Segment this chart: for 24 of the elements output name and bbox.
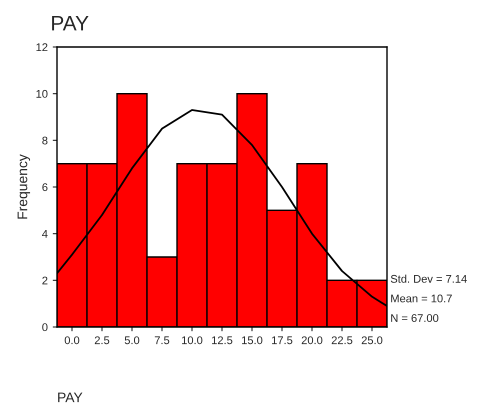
x-tick-label: 7.5 [154, 336, 170, 344]
x-tick-label: 5.0 [124, 336, 140, 344]
x-tick-label: 22.5 [332, 336, 352, 344]
y-tick-label: 6 [42, 183, 48, 192]
x-tick-label: 2.5 [94, 336, 110, 344]
x-tick-label: 12.5 [212, 336, 232, 344]
y-tick-label: 8 [42, 136, 48, 144]
x-axis-title: PAY [58, 392, 82, 402]
text: Mean = 10.7 [391, 294, 452, 302]
x-tick-label: 10.0 [182, 336, 202, 344]
text: N = 67.00 [391, 314, 438, 322]
y-axis-title: Frequency [18, 154, 30, 219]
text: Std. Dev = 7.14 [390, 274, 467, 283]
y-tick-label: 2 [42, 276, 48, 284]
y-tick-label: 0 [42, 323, 48, 332]
x-tick-label: 15.0 [242, 336, 262, 344]
chart-title: PAY [52, 16, 89, 30]
y-tick-label: 12 [36, 43, 48, 52]
x-tick-label: 0.0 [64, 336, 80, 344]
x-tick-label: 20.0 [302, 336, 322, 344]
x-tick-label: 17.5 [272, 336, 292, 344]
x-tick-label: 25.0 [362, 336, 382, 344]
y-tick-label: 10 [36, 90, 48, 98]
y-tick-label: 4 [42, 230, 48, 238]
